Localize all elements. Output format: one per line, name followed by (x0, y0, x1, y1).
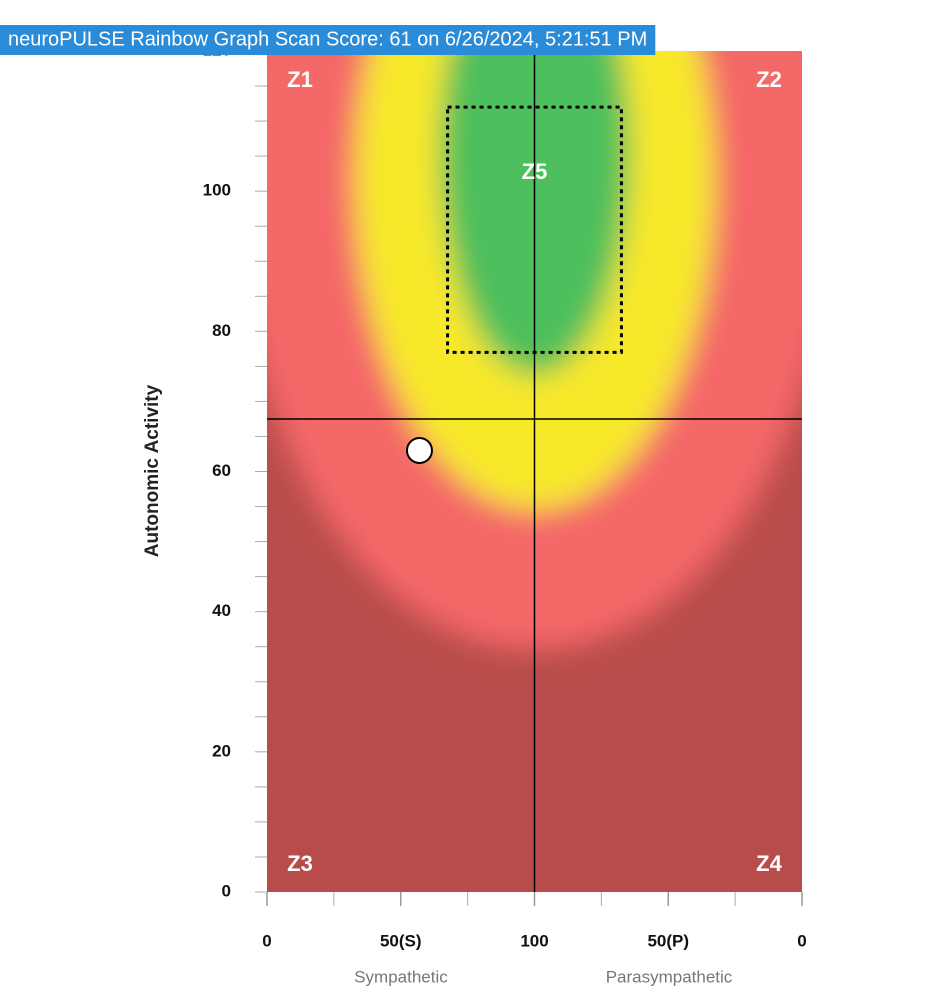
target-box (446, 105, 623, 354)
y-tick-label: 100 (203, 181, 231, 200)
y-tick-label: 40 (212, 601, 231, 620)
x-tick-label: 50(P) (647, 931, 689, 950)
x-axis-label: Parasympathetic (606, 967, 733, 986)
zone-label: Z3 (287, 851, 313, 876)
x-tick-label: 0 (262, 931, 271, 950)
chart-title: neuroPULSE Rainbow Graph Scan Score: 61 … (8, 28, 647, 50)
data-point (405, 436, 433, 464)
zone-label: Z4 (756, 851, 782, 876)
y-tick-label: 80 (212, 321, 231, 340)
x-axis-label: Sympathetic (354, 967, 448, 986)
zone-label: Z1 (287, 67, 313, 92)
x-tick-label: 0 (797, 931, 806, 950)
title-bar: neuroPULSE Rainbow Graph Scan Score: 61 … (0, 25, 656, 55)
y-tick-label: 60 (212, 461, 231, 480)
zone-label: Z5 (522, 159, 548, 184)
zone-label: Z2 (756, 67, 782, 92)
y-axis-label: Autonomic Activity (142, 384, 163, 557)
x-tick-label: 100 (520, 931, 548, 950)
title-background (0, 25, 656, 55)
y-tick-label: 20 (212, 741, 231, 760)
y-tick-label: 0 (222, 881, 231, 900)
x-tick-label: 50(S) (380, 931, 422, 950)
